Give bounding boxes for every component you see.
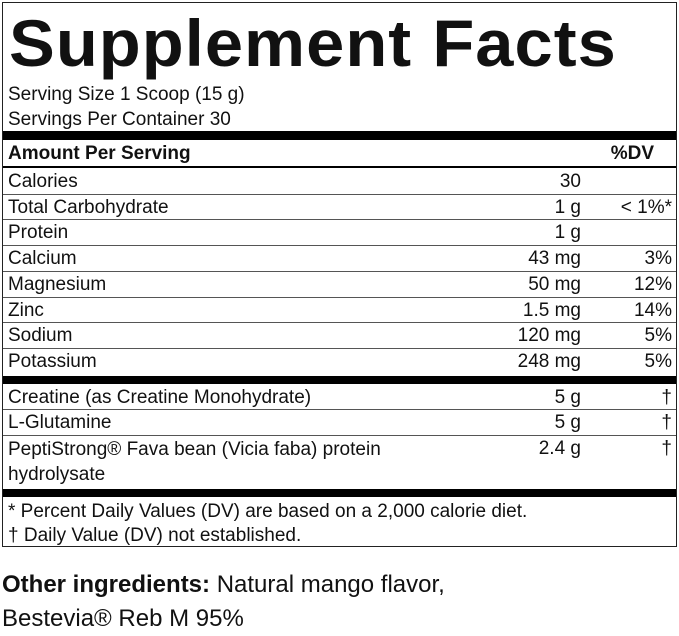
nutrient-name: Creatine (as Creatine Monohydrate) — [8, 386, 312, 408]
row-rule — [3, 193, 676, 195]
nutrient-name: L-Glutamine — [8, 412, 112, 434]
amount: 1 g — [554, 196, 581, 218]
daily-value: 14% — [633, 299, 672, 321]
other-label: Other ingredients: — [2, 571, 211, 598]
daily-value: 3% — [644, 248, 672, 270]
amount: 248 mg — [517, 350, 581, 372]
amount: 120 mg — [517, 325, 581, 347]
daily-value: 5% — [644, 325, 672, 347]
row-rule — [3, 219, 676, 221]
row-rule — [3, 296, 676, 298]
amount-header: Amount Per Serving — [8, 143, 191, 164]
row-rule — [3, 322, 676, 324]
nutrient-name: Calories — [8, 171, 78, 192]
rule — [3, 166, 676, 168]
row-rule — [3, 245, 676, 247]
nutrient-name: Magnesium — [8, 273, 107, 295]
amount: 1.5 mg — [522, 299, 581, 321]
footnote: † Daily Value (DV) not established. — [8, 524, 302, 546]
nutrient-name: Calcium — [8, 248, 77, 270]
daily-value: 12% — [633, 273, 672, 295]
other-ingredients: Other ingredients: Natural mango flavor,… — [2, 568, 542, 636]
amount: 50 mg — [528, 273, 581, 295]
thick-rule — [3, 375, 676, 384]
supplement-facts-panel: Supplement Facts Serving Size 1 Scoop (1… — [2, 2, 677, 547]
daily-value: † — [661, 412, 672, 434]
serving-size: Serving Size 1 Scoop (15 g) — [8, 84, 245, 105]
daily-value: † — [661, 386, 672, 408]
amount: 5 g — [554, 386, 581, 408]
title: Supplement Facts — [9, 6, 617, 80]
daily-value: † — [661, 437, 672, 459]
nutrient-name: Zinc — [8, 299, 44, 321]
amount: 30 — [559, 171, 581, 192]
thick-rule — [3, 488, 676, 497]
nutrient-name: Protein — [8, 222, 69, 244]
thick-rule — [3, 131, 676, 140]
daily-value: < 1%* — [620, 196, 672, 218]
nutrient-name: Sodium — [8, 325, 73, 347]
row-rule — [3, 434, 676, 436]
servings-per-container: Servings Per Container 30 — [8, 109, 231, 130]
amount: 5 g — [554, 412, 581, 434]
row-rule — [3, 270, 676, 272]
dv-header: %DV — [610, 143, 654, 164]
footnote: * Percent Daily Values (DV) are based on… — [8, 500, 528, 522]
row-rule — [3, 409, 676, 411]
amount: 1 g — [554, 222, 581, 244]
row-rule — [3, 347, 676, 349]
nutrient-name: Total Carbohydrate — [8, 196, 169, 218]
daily-value: 5% — [644, 350, 672, 372]
nutrient-name: Potassium — [8, 350, 97, 372]
other-text: Natural mango flavor, Bestevia® Reb M 95… — [2, 571, 445, 632]
amount: 2.4 g — [538, 437, 581, 459]
nutrient-name: PeptiStrong® Fava bean (Vicia faba) prot… — [8, 438, 381, 485]
amount: 43 mg — [528, 248, 581, 270]
